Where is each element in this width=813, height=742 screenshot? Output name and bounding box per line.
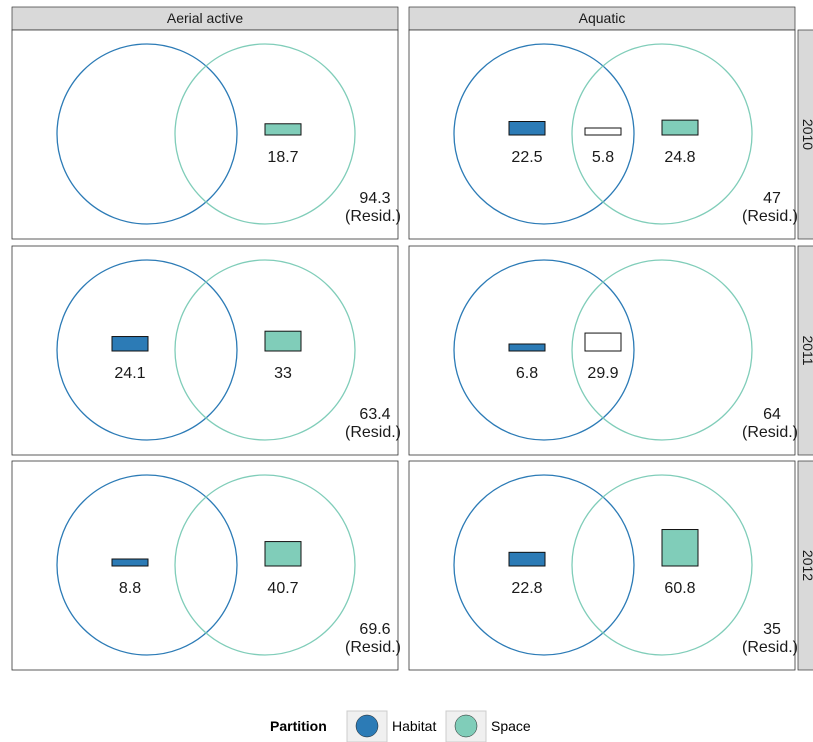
panel: 8.8 40.7 69.6(Resid.) [11,460,401,671]
panel-grid: Aerial active Aquatic 2010 2011 2012 18.7 94.3… [11,6,813,671]
habitat-circle [56,259,238,441]
panel: 22.8 60.8 35(Resid.) [408,460,798,671]
bar-habitat [111,558,149,567]
column-strip-label: Aquatic [579,10,626,26]
value-label-habitat: 8.8 [119,580,141,597]
bar-shared [584,127,622,136]
legend-swatch-habitat [355,714,379,738]
value-label-space: 60.8 [664,580,695,597]
bar-habitat [111,336,149,352]
row-strip [797,29,813,240]
space-circle [571,43,753,225]
residual-label: (Resid.) [345,424,401,441]
row-strip-label: 2011 [800,335,813,365]
value-label-habitat: 22.5 [511,149,542,166]
panel: 6.8 29.9 64(Resid.) [408,245,798,456]
value-label-shared: 5.8 [592,149,614,166]
bar-space [264,541,302,567]
residual-value: 94.3 [359,190,390,207]
row-strip [797,460,813,671]
bar-space [661,119,699,136]
bar-space [661,529,699,567]
value-label-shared: 29.9 [587,365,618,382]
value-label-habitat: 24.1 [114,365,145,382]
panel: 18.7 94.3(Resid.) [11,29,401,240]
habitat-circle [56,43,238,225]
panel-border [11,29,399,240]
legend-swatch-space [454,714,478,738]
bar-habitat [508,121,546,136]
space-circle [571,259,753,441]
space-circle [174,259,356,441]
residual-value: 64 [763,406,781,423]
residual-value: 47 [763,190,781,207]
panel-border [11,460,399,671]
habitat-circle [453,474,635,656]
panel-border [408,460,796,671]
row-strip [797,245,813,456]
legend-title: Partition [270,718,327,734]
panel: 24.1 33 63.4(Resid.) [11,245,401,456]
value-label-space: 24.8 [664,149,695,166]
residual-label: (Resid.) [742,639,798,656]
residual-label: (Resid.) [345,208,401,225]
value-label-habitat: 22.8 [511,580,542,597]
residual-value: 69.6 [359,621,390,638]
value-label-space: 40.7 [267,580,298,597]
space-circle [571,474,753,656]
habitat-circle [453,259,635,441]
bar-shared [584,332,622,352]
residual-value: 35 [763,621,781,638]
bar-space [264,123,302,136]
value-label-habitat: 6.8 [516,365,538,382]
bar-habitat [508,551,546,567]
residual-label: (Resid.) [345,639,401,656]
row-strip-label: 2012 [800,550,813,581]
legend: Partition Habitat Space [270,710,531,742]
value-label-space: 33 [274,365,292,382]
legend-label-space: Space [491,718,531,734]
legend-label-habitat: Habitat [392,718,436,734]
residual-label: (Resid.) [742,424,798,441]
panel: 22.5 5.8 24.8 47(Resid.) [408,29,798,240]
row-strip-label: 2010 [800,119,813,150]
column-strip-label: Aerial active [167,10,243,26]
residual-label: (Resid.) [742,208,798,225]
space-circle [174,474,356,656]
bar-space [264,330,302,352]
value-label-space: 18.7 [267,149,298,166]
panel-border [11,245,399,456]
habitat-circle [56,474,238,656]
habitat-circle [453,43,635,225]
residual-value: 63.4 [359,406,390,423]
bar-habitat [508,343,546,352]
space-circle [174,43,356,225]
